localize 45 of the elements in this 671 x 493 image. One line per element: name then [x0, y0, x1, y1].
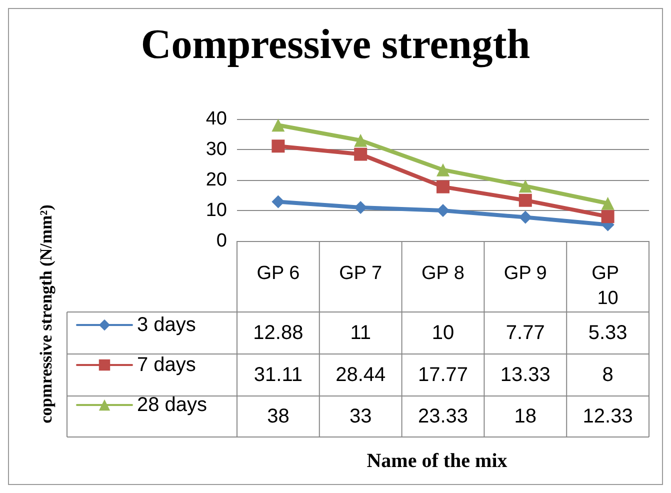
data-label: 10: [432, 322, 454, 344]
point: [354, 148, 368, 161]
data-label: 18: [514, 406, 537, 428]
x-tick-label: GP 8: [422, 263, 464, 284]
legend-label: 7 days: [137, 354, 196, 376]
point: [518, 210, 532, 224]
data-label: 11: [350, 322, 371, 344]
point: [518, 180, 532, 193]
y-tick-label: 0: [216, 230, 227, 252]
text: copmressive strength (N/mm²): [36, 204, 56, 424]
point: [272, 195, 285, 208]
data-label: 13.33: [500, 364, 550, 386]
y-tick-label: 10: [206, 200, 227, 221]
data-label: 33: [349, 406, 372, 428]
point: [354, 134, 368, 147]
x-tick-label: GP 6: [256, 263, 300, 284]
data-label: 31.11: [254, 364, 302, 386]
y-tick-label: 30: [206, 139, 227, 160]
data-label: 23.33: [418, 406, 468, 428]
point: [436, 204, 450, 217]
text: Name of the mix: [366, 450, 508, 472]
chart-title: Compressive strength: [140, 22, 530, 68]
data-label: 28.44: [336, 364, 386, 386]
point: [272, 118, 285, 132]
point: [436, 180, 450, 194]
point: [436, 163, 450, 176]
data-label: 12.88: [253, 322, 304, 344]
data-label: 8: [602, 364, 614, 386]
data-label: 5.33: [588, 322, 628, 344]
x-tick-label: GP 9: [504, 263, 547, 284]
y-tick-label: 20: [206, 170, 227, 190]
point: [272, 140, 285, 153]
data-label: 38: [267, 406, 290, 428]
data-label: 7.77: [506, 322, 545, 344]
point: [601, 210, 614, 224]
data-label: 12.33: [582, 406, 633, 428]
legend-label: 3 days: [137, 314, 196, 336]
point: [518, 194, 532, 207]
x-tick-label: GP 7: [339, 263, 382, 284]
x-tick-label: GP 10: [592, 263, 624, 309]
legend-label: 28 days: [137, 394, 208, 416]
point: [601, 196, 614, 210]
point: [354, 200, 368, 214]
y-tick-label: 40: [206, 108, 227, 130]
data-label: 17.77: [418, 364, 468, 386]
